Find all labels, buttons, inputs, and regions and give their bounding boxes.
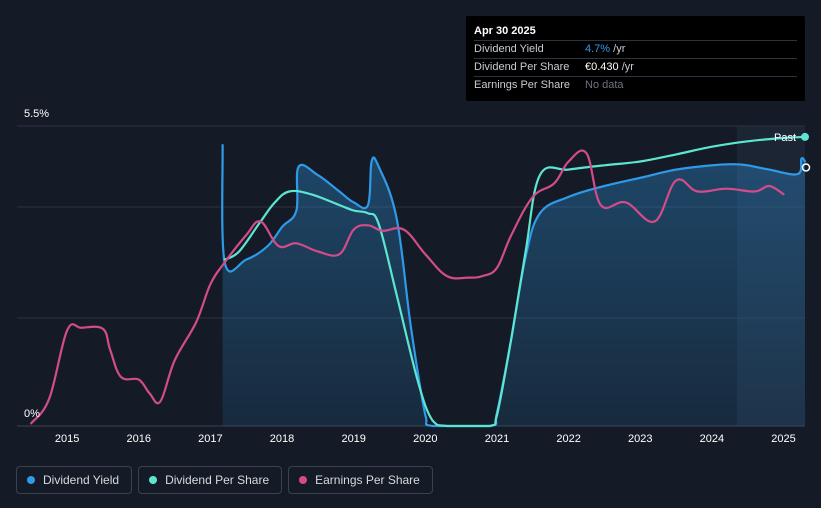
x-tick-label: 2015 [54,433,80,445]
series-area-dividend-yield [222,145,806,426]
tooltip-value: 4.7% /yr [585,41,625,58]
dividend-yield-end-marker [801,163,811,172]
tooltip-row-dividend-yield: Dividend Yield 4.7% /yr [474,40,797,58]
y-tick-label-top: 5.5% [24,108,50,120]
x-tick-label: 2018 [269,433,295,445]
chart-tooltip: Apr 30 2025 Dividend Yield 4.7% /yr Divi… [466,16,805,101]
x-tick-label: 2016 [126,433,152,445]
chart-legend: Dividend Yield Dividend Per Share Earnin… [16,466,433,494]
tooltip-row-dividend-per-share: Dividend Per Share €0.430 /yr [474,58,797,76]
tooltip-date: Apr 30 2025 [474,25,536,37]
tooltip-label: Dividend Yield [474,43,544,55]
x-tick-label: 2022 [556,433,581,445]
x-tick-label: 2021 [484,433,510,445]
x-tick-label: 2017 [198,433,223,445]
past-label: Past [774,132,797,144]
series-line-dividend-per-share [223,135,807,428]
legend-dot-icon [149,476,158,484]
tooltip-eps-value: No data [585,79,624,91]
tooltip-label: Dividend Per Share [474,61,570,73]
x-tick-label: 2019 [341,433,366,445]
series-line-dividend-yield [221,144,807,428]
tooltip-value: €0.430 /yr [585,59,634,76]
tooltip-row-earnings-per-share: Earnings Per Share No data [474,76,797,94]
tooltip-dps-value: €0.430 [585,61,619,73]
dividend-per-share-end-marker [801,132,809,141]
tooltip-label: Earnings Per Share [474,79,570,91]
legend-item-dividend-yield[interactable]: Dividend Yield [16,466,133,494]
tooltip-unit: /yr [610,43,626,55]
y-tick-label-bottom: 0% [24,408,40,420]
tooltip-yield-value: 4.7% [585,43,611,55]
tooltip-unit: /yr [618,61,634,73]
x-tick-label: 2025 [771,433,796,445]
series-line-earnings-per-share [30,149,785,425]
legend-label: Dividend Yield [43,473,120,487]
legend-label: Dividend Per Share [165,473,270,487]
x-tick-label: 2023 [627,433,653,445]
x-tick-label: 2020 [413,433,438,445]
legend-dot-icon [27,476,35,484]
legend-item-earnings-per-share[interactable]: Earnings Per Share [288,466,433,494]
legend-label: Earnings Per Share [315,473,420,487]
x-tick-label: 2024 [699,433,725,445]
tooltip-value: No data [585,77,624,94]
legend-item-dividend-per-share[interactable]: Dividend Per Share [138,466,283,494]
legend-dot-icon [299,476,308,484]
